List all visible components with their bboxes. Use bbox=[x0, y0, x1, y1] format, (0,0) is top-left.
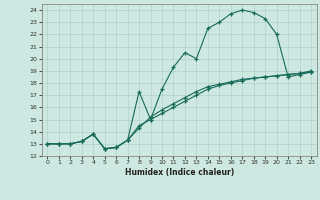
X-axis label: Humidex (Indice chaleur): Humidex (Indice chaleur) bbox=[124, 168, 234, 177]
